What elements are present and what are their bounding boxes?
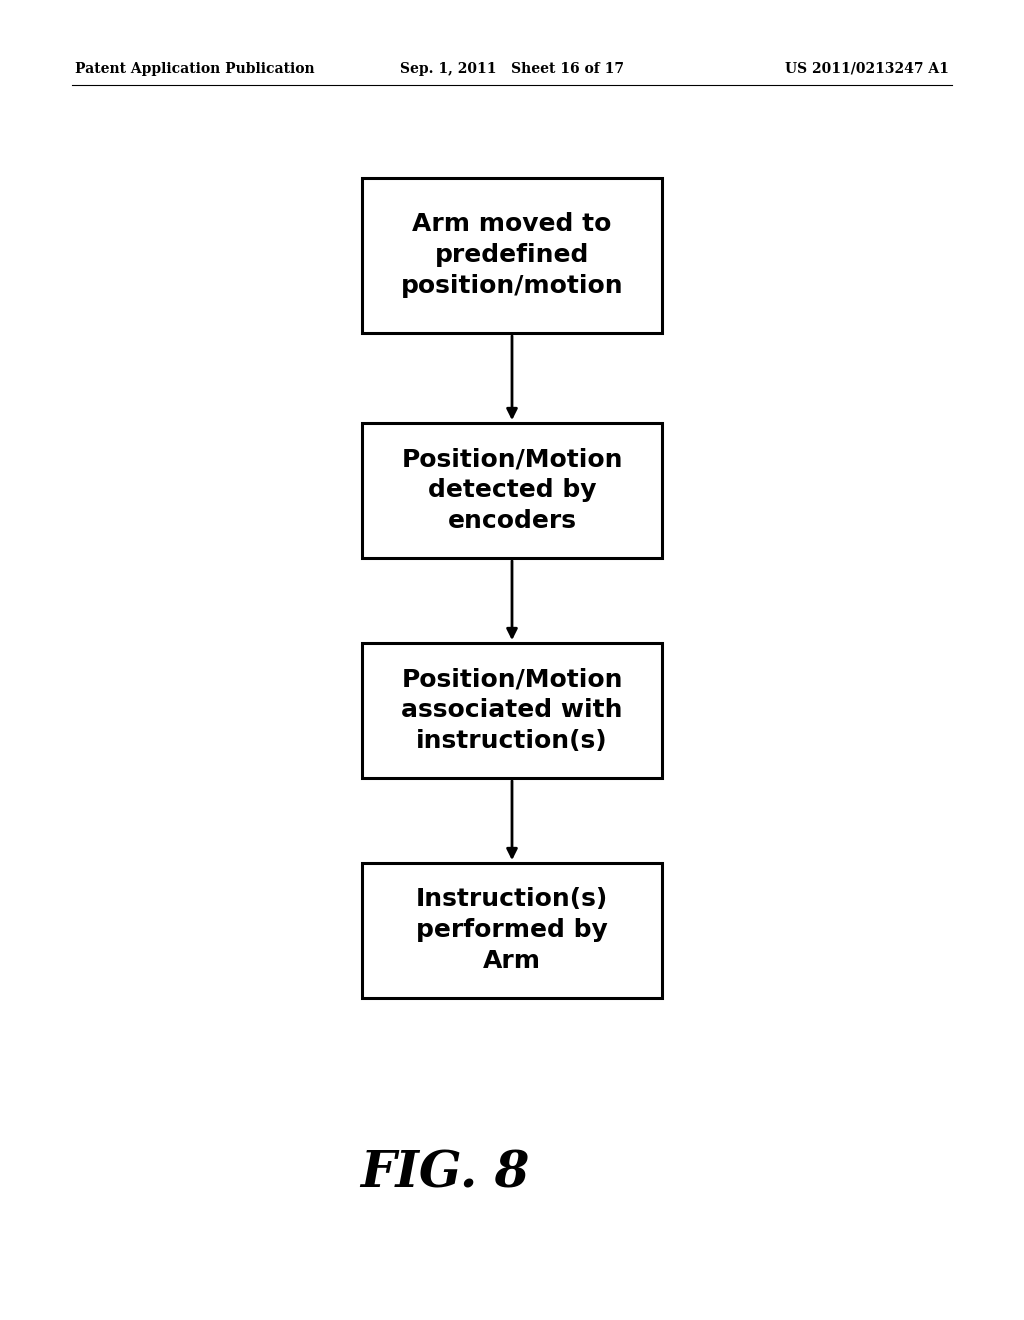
Text: Arm moved to
predefined
position/motion: Arm moved to predefined position/motion [400, 213, 624, 297]
Text: Position/Motion
detected by
encoders: Position/Motion detected by encoders [401, 447, 623, 533]
Bar [362, 422, 662, 557]
Bar [362, 862, 662, 998]
Text: Sep. 1, 2011   Sheet 16 of 17: Sep. 1, 2011 Sheet 16 of 17 [400, 62, 624, 77]
Text: Position/Motion
associated with
instruction(s): Position/Motion associated with instruct… [401, 668, 623, 752]
Text: Instruction(s)
performed by
Arm: Instruction(s) performed by Arm [416, 887, 608, 973]
Text: US 2011/0213247 A1: US 2011/0213247 A1 [785, 62, 949, 77]
Text: FIG. 8: FIG. 8 [360, 1150, 529, 1199]
Text: Patent Application Publication: Patent Application Publication [75, 62, 314, 77]
Bar [362, 177, 662, 333]
Bar [362, 643, 662, 777]
